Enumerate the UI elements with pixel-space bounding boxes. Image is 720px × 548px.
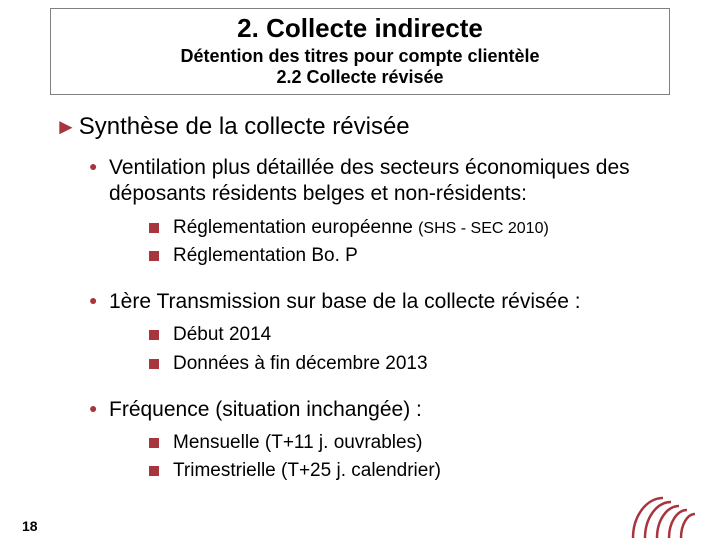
content-area: ►Synthèse de la collecte révisée Ventila… <box>55 113 680 484</box>
logo-icon <box>623 473 698 538</box>
slide-subtitle-2: 2.2 Collecte révisée <box>61 67 659 88</box>
sub-item-2-1: Début 2014 <box>149 323 680 348</box>
sub-item-1-1: Réglementation européenne (SHS - SEC 201… <box>149 216 680 241</box>
sub-item-3-1: Mensuelle (T+11 j. ouvrables) <box>149 431 680 456</box>
sub-item-3-2: Trimestrielle (T+25 j. calendrier) <box>149 459 680 484</box>
slide-title: 2. Collecte indirecte <box>61 13 659 44</box>
sub-item-1-1-suffix: (SHS - SEC 2010) <box>418 220 549 237</box>
bullet-2: 1ère Transmission sur base de la collect… <box>89 289 680 377</box>
bullet-2-text: 1ère Transmission sur base de la collect… <box>109 290 581 313</box>
arrow-icon: ► <box>55 114 77 139</box>
header-box: 2. Collecte indirecte Détention des titr… <box>50 8 670 95</box>
sub-item-1-2: Réglementation Bo. P <box>149 244 680 269</box>
sub-item-1-1-prefix: Réglementation européenne <box>173 217 418 238</box>
bullet-3-text: Fréquence (situation inchangée) : <box>109 398 422 421</box>
sub-item-2-2: Données à fin décembre 2013 <box>149 352 680 377</box>
section-heading-text: Synthèse de la collecte révisée <box>79 113 410 140</box>
section-heading: ►Synthèse de la collecte révisée <box>55 113 680 141</box>
bullet-3: Fréquence (situation inchangée) : Mensue… <box>89 397 680 485</box>
bullet-list: Ventilation plus détaillée des secteurs … <box>89 155 680 484</box>
slide-subtitle-1: Détention des titres pour compte clientè… <box>61 46 659 67</box>
bullet-1-text: Ventilation plus détaillée des secteurs … <box>109 156 630 205</box>
bullet-1: Ventilation plus détaillée des secteurs … <box>89 155 680 269</box>
sub-list-3: Mensuelle (T+11 j. ouvrables) Trimestrie… <box>149 431 680 484</box>
sub-list-2: Début 2014 Données à fin décembre 2013 <box>149 323 680 376</box>
sub-list-1: Réglementation européenne (SHS - SEC 201… <box>149 216 680 269</box>
page-number: 18 <box>22 518 38 534</box>
